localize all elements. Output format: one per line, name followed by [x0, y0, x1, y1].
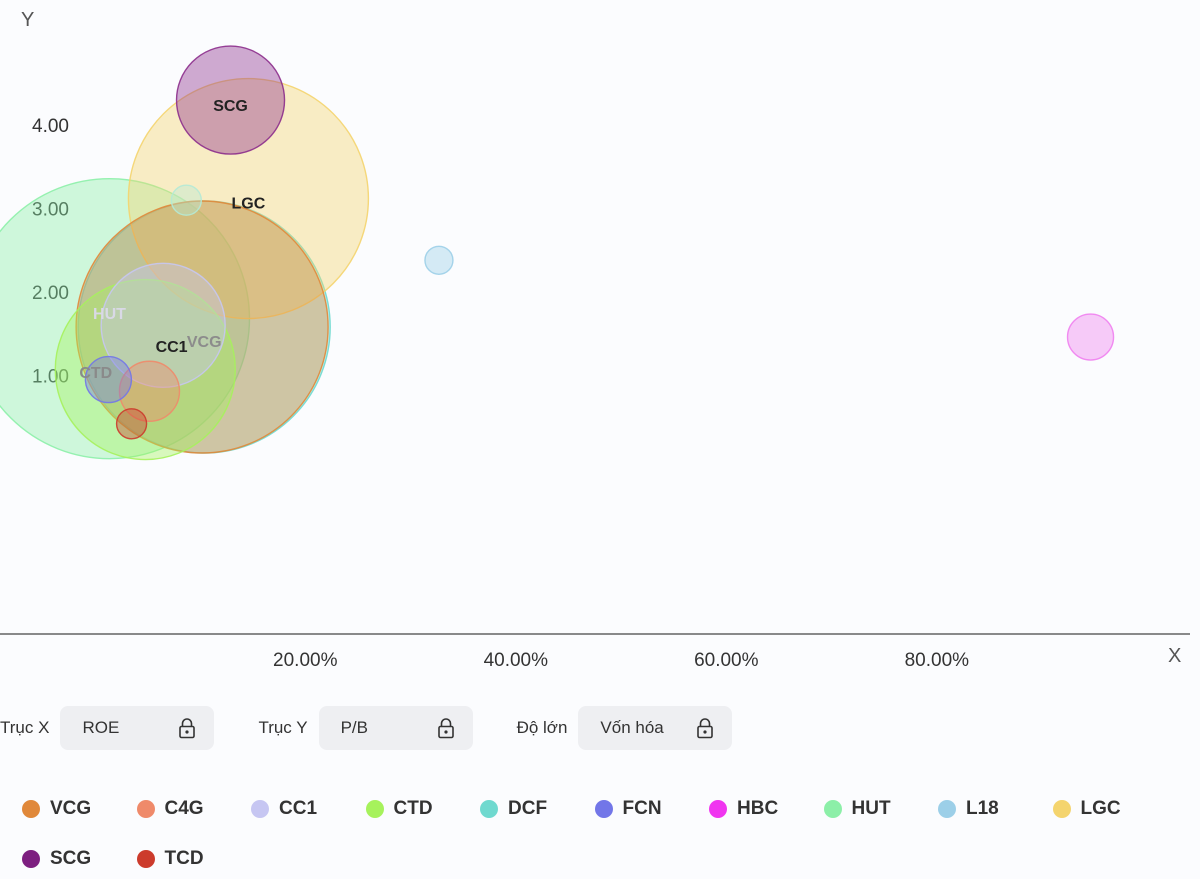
x-tick-label: 40.00% [484, 650, 549, 671]
x-tick-label: 20.00% [273, 650, 338, 671]
y-tick-label: 2.00 [32, 283, 69, 304]
legend-dot-icon [251, 799, 269, 818]
bubbles [0, 45, 1115, 461]
legend-dot-icon [136, 849, 155, 868]
bubble-c4g[interactable] [118, 360, 181, 422]
legend-label: LGC [1080, 797, 1121, 819]
legend-item-hbc[interactable]: HBC [709, 792, 824, 825]
x-tick-label: 60.00% [694, 650, 759, 671]
legend-label: VCG [50, 797, 92, 819]
axis-controls: Trục X ROE Trục Y P/B Độ lớn Vốn hóa [0, 706, 776, 750]
y-tick-label: 3.00 [32, 200, 69, 221]
legend-label: FCN [622, 797, 662, 819]
legend-item-ctd[interactable]: CTD [365, 792, 481, 825]
legend-dot-icon [22, 849, 40, 868]
bubble-fcn[interactable] [84, 355, 133, 404]
legend-dot-icon [938, 799, 956, 818]
y-ticks: 1.00 2.00 3.00 4.00 [32, 116, 69, 387]
legend-item-cc1[interactable]: CC1 [251, 792, 366, 825]
size-select[interactable]: Vốn hóa [578, 706, 733, 750]
legend-item-vcg[interactable]: VCG [22, 792, 137, 825]
legend-dot-icon [365, 799, 384, 818]
x-ticks: 20.00% 40.00% 60.00% 80.00% [273, 650, 969, 671]
y-axis-select-value: P/B [340, 718, 368, 737]
y-tick-label: 4.00 [32, 116, 69, 137]
legend-item-tcd[interactable]: TCD [136, 842, 252, 875]
legend-item-lgc[interactable]: LGC [1052, 792, 1168, 825]
bubble-hbc[interactable] [1066, 313, 1115, 361]
x-axis-letter: X [1168, 645, 1181, 667]
x-axis-select-value: ROE [82, 718, 120, 737]
x-tick-label: 80.00% [905, 650, 970, 671]
y-axis-control-label: Trục Y [258, 718, 308, 737]
bubble-label-cc1: CC1 [156, 339, 188, 356]
legend-label: C4G [164, 797, 204, 819]
legend-dot-icon [1052, 799, 1071, 818]
lock-icon [437, 717, 455, 739]
legend-label: TCD [164, 847, 204, 869]
legend-item-hut[interactable]: HUT [823, 792, 939, 825]
bubble-cc1[interactable] [100, 262, 226, 389]
y-tick-label: 1.00 [32, 366, 69, 387]
legend-item-scg[interactable]: SCG [22, 842, 137, 875]
bubble-tcd[interactable] [115, 408, 148, 440]
bubble-label-lgc: LGC [232, 196, 266, 213]
legend-dot-icon [136, 799, 155, 818]
legend-dot-icon [709, 799, 727, 818]
legend-dot-icon [594, 799, 613, 818]
legend-label: HUT [851, 797, 891, 819]
y-axis-letter: Y [21, 9, 34, 31]
legend-label: CTD [393, 797, 433, 819]
legend-label: HBC [737, 797, 779, 819]
bubble-label-hut: HUT [93, 306, 126, 323]
bubble-ctd[interactable] [54, 278, 236, 461]
legend-label: CC1 [279, 797, 318, 819]
legend-item-dcf[interactable]: DCF [480, 792, 595, 825]
lock-icon [696, 717, 714, 739]
legend: VCG C4G CC1 CTD DCF FCN HBC HUT L18 LGC SCG TCD [22, 792, 1182, 875]
size-select-value: Vốn hóa [600, 718, 664, 737]
legend-item-c4g[interactable]: C4G [136, 792, 252, 825]
legend-dot-icon [480, 799, 498, 818]
bubble-label-ctd: CTD [79, 365, 112, 382]
legend-dot-icon [823, 799, 842, 818]
x-axis-select[interactable]: ROE [60, 706, 215, 750]
size-control-label: Độ lớn [516, 718, 568, 737]
bubble-l18[interactable] [424, 245, 454, 275]
bubble-scg[interactable] [175, 45, 286, 155]
x-axis-control-label: Trục X [0, 718, 50, 737]
legend-dot-icon [22, 799, 40, 818]
y-axis-select[interactable]: P/B [318, 706, 473, 750]
legend-label: DCF [508, 797, 548, 819]
bubble-label-scg: SCG [213, 98, 248, 115]
bubble-small-green[interactable] [170, 184, 203, 216]
bubble-vcg[interactable] [75, 200, 329, 454]
bubble-labels: HUT LGC VCG CTD CC1 SCG [79, 98, 265, 382]
bubble-chart: Y X 1.00 2.00 3.00 4.00 20.00% 40.00% 60.00% 8… [0, 9, 1190, 671]
legend-label: L18 [966, 797, 999, 819]
legend-label: SCG [50, 847, 92, 869]
bubble-label-vcg: VCG [187, 334, 222, 351]
lock-icon [178, 717, 196, 739]
legend-item-fcn[interactable]: FCN [594, 792, 710, 825]
legend-item-l18[interactable]: L18 [938, 792, 1053, 825]
